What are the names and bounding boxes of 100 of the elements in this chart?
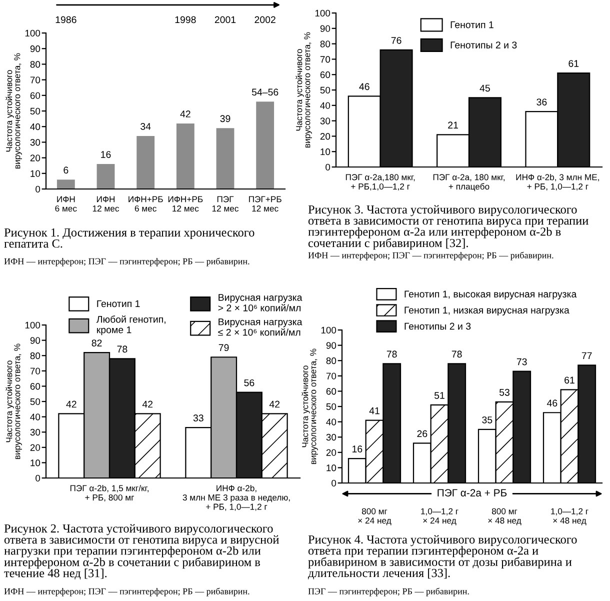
- text: Рисунок 3. Частота устойчивого вирусологического ответа в зависимости от генотипа вируса при терапии пэгинтерфероном α-2a или интерфероном α-2b в сочетании с рибавирином [32].: [308, 205, 588, 250]
- text: 2001: [214, 16, 236, 24]
- data-label: 61: [564, 376, 574, 384]
- y-tick-label: 90: [30, 337, 40, 344]
- y-tick-label: 80: [326, 357, 336, 364]
- x-tick-label: ИФН 12 мес: [92, 196, 120, 212]
- data-label: 54–56: [252, 88, 278, 96]
- x-tick-label: 1,0—1,2 г × 24 нед: [421, 508, 458, 526]
- data-label: 78: [452, 350, 462, 358]
- y-tick-label: 90: [326, 342, 336, 349]
- y-tick-label: 100: [315, 10, 330, 17]
- text: Рисунок 4. Частота устойчивого вирусологического ответа при терапии пэгинтерфероном α-2a и рибавирином в зависимости от дозы рибавирина и длительности лечения [33].: [308, 535, 577, 580]
- data-label: 34: [140, 122, 151, 130]
- data-label: 73: [516, 358, 527, 366]
- y-tick-label: 20: [320, 133, 330, 140]
- legend-label: Генотип 1: [97, 300, 140, 308]
- y-tick-label: 70: [320, 56, 330, 63]
- data-label: 41: [369, 407, 380, 414]
- bar: [256, 102, 274, 189]
- text: ПЭГ — пэгинтерферон; РБ — рибавирин.: [308, 588, 469, 596]
- y-tick-label: 10: [30, 170, 40, 177]
- data-label: 82: [92, 340, 102, 346]
- x-tick-label: ИФН 6 мес: [55, 196, 77, 212]
- y-tick-label: 100: [321, 326, 336, 334]
- data-label: 79: [218, 344, 229, 352]
- data-label: 26: [417, 430, 428, 438]
- y-tick-label: 80: [320, 40, 330, 48]
- x-tick-label: ИФН+РБ 12 мес: [168, 196, 203, 212]
- text: ИФН — интерферон; ПЭГ — пэгинтерферон; РБ — рибавирин.: [4, 588, 250, 596]
- data-label: 56: [244, 379, 254, 386]
- y-tick-label: 40: [326, 418, 336, 426]
- text: ИФН — интерферон; ПЭГ — пэгинтерферон; РБ — рибавирин.: [4, 258, 250, 266]
- y-tick-label: 30: [30, 428, 40, 436]
- y-tick-label: 0: [36, 474, 40, 482]
- bar: [216, 128, 234, 189]
- data-label: 78: [386, 350, 397, 358]
- y-tick-label: 80: [30, 352, 40, 360]
- y-tick-label: 50: [320, 86, 330, 94]
- bar: [56, 180, 75, 189]
- data-label: 61: [568, 60, 579, 67]
- y-tick-label: 30: [320, 118, 330, 124]
- x-tick-label: ПЭГ 12 мес: [212, 196, 239, 212]
- y-axis-title: Частота устойчивого вирусологического ответа, %: [6, 53, 22, 168]
- y-tick-label: 40: [30, 414, 40, 420]
- bar: [136, 136, 155, 189]
- x-tick-label: ПЭГ α-2b, 1,5 мкг/кг, + РБ, 800 мг: [70, 484, 148, 502]
- y-tick-label: 10: [30, 460, 40, 466]
- y-tick-label: 50: [30, 108, 40, 115]
- text: ПЭГ α-2a + РБ: [438, 489, 507, 497]
- y-tick-label: 0: [326, 164, 330, 171]
- y-tick-label: 100: [25, 322, 40, 329]
- y-tick-label: 30: [326, 434, 336, 441]
- y-tick-label: 60: [30, 383, 40, 390]
- y-tick-label: 0: [332, 480, 336, 487]
- data-label: 53: [499, 388, 510, 396]
- y-axis-title: Частота устойчивого вирусологического ответа, %: [6, 344, 22, 459]
- y-tick-label: 50: [326, 403, 336, 410]
- x-tick-label: ПЭГ+РБ 12 мес: [249, 196, 282, 212]
- text: ИФН — интерферон; ПЭГ — пэгинтерферон; РБ — рибавирин.: [308, 252, 554, 260]
- x-tick-label: 1,0—1,2 г × 48 нед: [551, 508, 588, 526]
- y-tick-label: 10: [326, 464, 336, 472]
- y-tick-label: 0: [36, 186, 40, 193]
- data-label: 33: [193, 414, 204, 422]
- text: 2002: [254, 16, 276, 24]
- y-tick-label: 70: [326, 372, 336, 380]
- data-label: 42: [66, 400, 76, 408]
- text: 1986: [56, 16, 76, 24]
- y-tick-label: 40: [320, 102, 330, 109]
- text: 1998: [175, 16, 196, 24]
- legend-label: Генотипы 2 и 3: [450, 42, 517, 48]
- x-tick-label: ИНФ α-2b, 3 млн МЕ, + РБ, 1,0—1,2 г: [516, 174, 599, 191]
- legend-label: Вирусная нагрузка > 2 × 10⁶ копий/мл: [218, 294, 302, 312]
- y-tick-label: 60: [30, 92, 40, 99]
- bar: [176, 123, 194, 189]
- data-label: 36: [536, 98, 547, 106]
- y-tick-label: 70: [30, 76, 40, 84]
- data-label: 35: [482, 416, 492, 424]
- x-tick-label: ПЭГ α-2a,180 мкг, + РБ,1,0—1,2 г: [346, 174, 415, 191]
- bar: [96, 164, 115, 189]
- data-label: 42: [142, 400, 153, 408]
- y-tick-label: 90: [30, 45, 40, 52]
- y-tick-label: 100: [25, 30, 40, 37]
- legend-label: Генотип 1, низкая вирусная нагрузка: [404, 306, 570, 316]
- y-tick-label: 20: [30, 154, 40, 162]
- y-axis-title: Частота устойчивого вирусологического ответа, %: [296, 32, 312, 148]
- x-tick-label: ИНФ α-2b, 3 млн МЕ 3 раза в неделю, + РБ, 1,0—1,2 г: [182, 484, 290, 511]
- data-label: 21: [448, 122, 458, 128]
- x-tick-label: ПЭГ α-2a, 180 мкг, + плацебо: [433, 174, 505, 192]
- x-tick-label: 800 мг × 48 нед: [488, 508, 522, 526]
- y-axis-title: Частота устойчивого вирусологического ответа, %: [302, 348, 318, 464]
- legend-label: Генотип 1: [450, 21, 494, 28]
- legend-label: Вирусная нагрузка ≤ 2 × 10⁶ копий/мл: [218, 318, 302, 336]
- legend-label: Генотипы 2 и 3: [404, 322, 471, 330]
- y-tick-label: 80: [30, 61, 40, 68]
- data-label: 16: [352, 446, 362, 452]
- y-tick-label: 20: [30, 444, 40, 451]
- y-tick-label: 20: [326, 449, 336, 456]
- data-label: 51: [434, 392, 444, 399]
- data-label: 46: [546, 400, 558, 407]
- y-tick-label: 90: [320, 25, 330, 32]
